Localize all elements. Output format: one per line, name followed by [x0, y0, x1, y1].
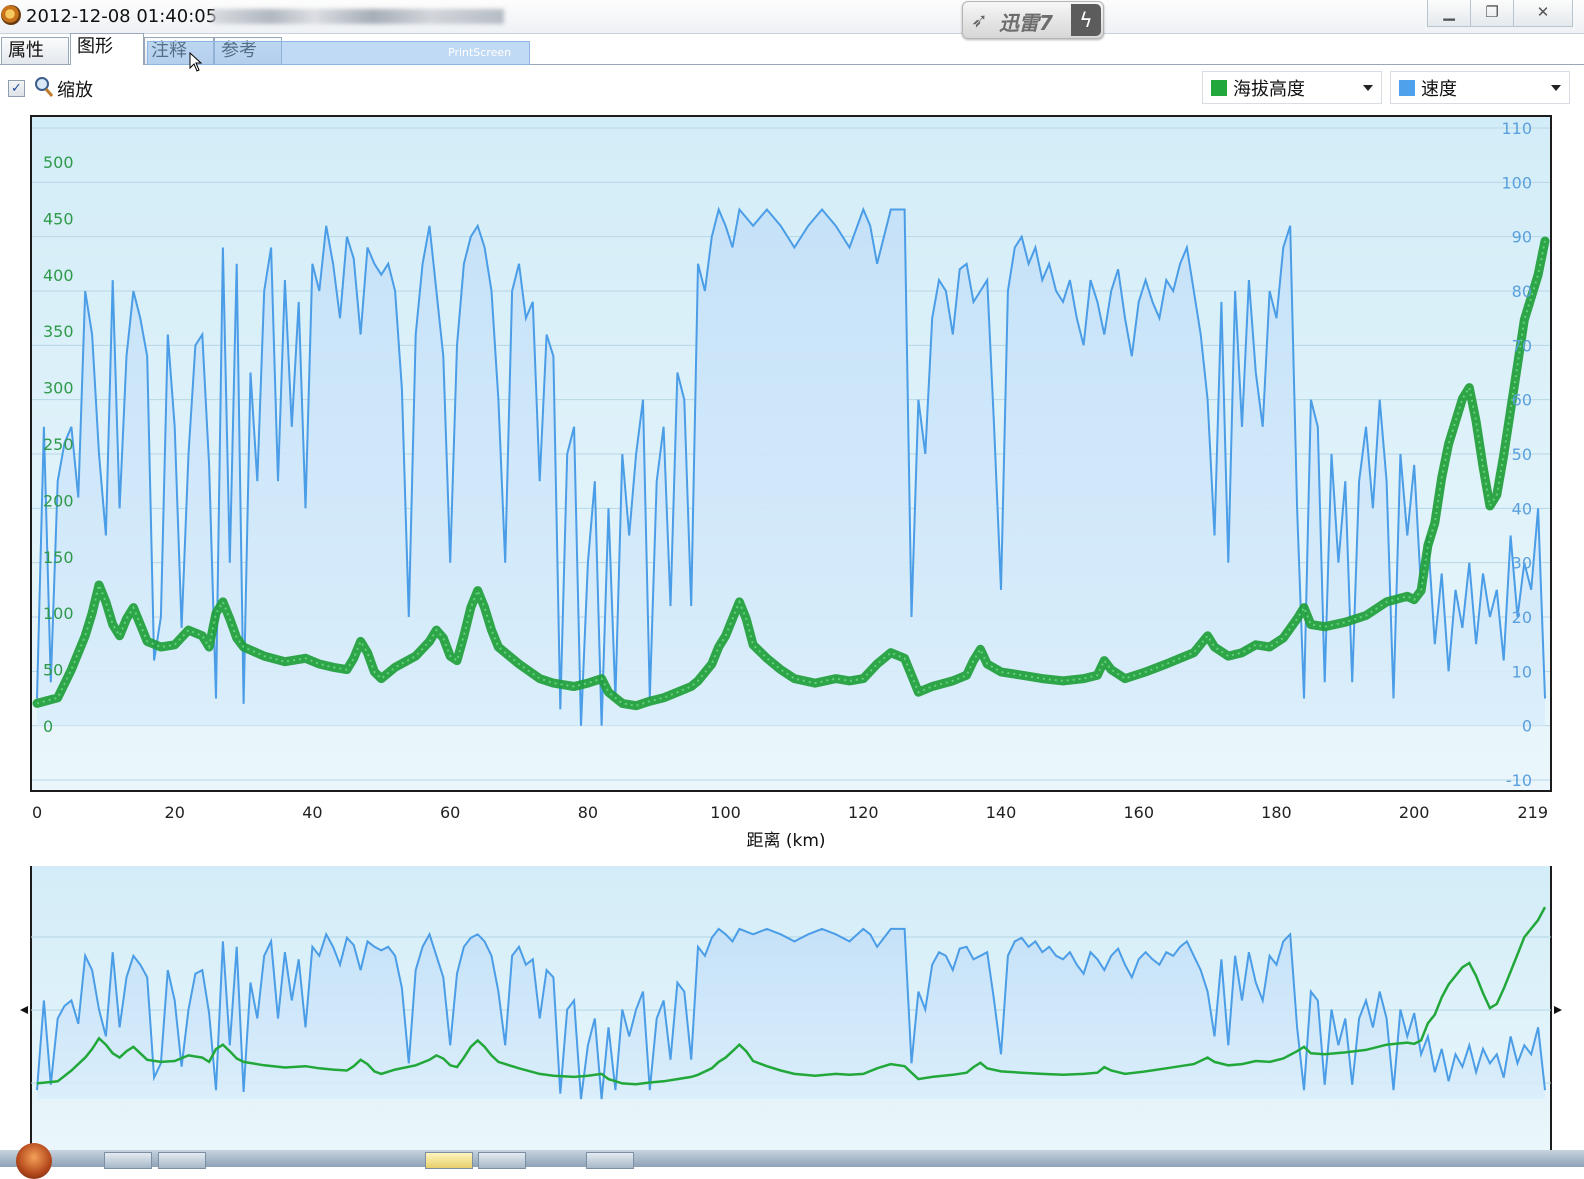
right-tick-label: 50	[1512, 445, 1532, 464]
overview-chart[interactable]	[0, 862, 1584, 1152]
x-tick-label: 60	[440, 803, 460, 822]
lightning-icon: ϟ	[1071, 4, 1101, 36]
close-icon: ✕	[1536, 3, 1550, 21]
x-tick-label: 0	[32, 803, 42, 822]
right-tick-label: 0	[1522, 717, 1532, 736]
app-icon	[1, 5, 21, 25]
x-axis-ticks: 0 20 40 60 80 100 120 140 160 180 200 219	[32, 803, 1548, 822]
right-tick-label: 10	[1512, 662, 1532, 681]
overview-speed-fill	[37, 928, 1545, 1100]
left-tick-label: 150	[43, 548, 74, 567]
x-tick-label: 80	[578, 803, 598, 822]
speed-area-fill	[37, 209, 1545, 726]
title-bar: 2012-12-08 01:40:05 ➶ 迅雷7 ϟ ▁ ❐ ✕	[0, 0, 1584, 39]
right-tick-label: 100	[1501, 173, 1532, 192]
restore-button[interactable]: ❐	[1470, 0, 1514, 27]
xunlei-floating-button[interactable]: ➶ 迅雷7 ϟ	[962, 1, 1104, 39]
minimize-button[interactable]: ▁	[1427, 0, 1471, 27]
taskbar-item[interactable]	[586, 1152, 634, 1169]
right-tick-label: 70	[1512, 336, 1532, 355]
right-tick-label: 90	[1512, 228, 1532, 247]
restore-icon: ❐	[1485, 3, 1499, 21]
left-axis-series-select[interactable]: 海拔高度	[1202, 71, 1382, 104]
left-tick-label: 100	[43, 604, 74, 623]
zoom-checkbox[interactable]: ✓	[8, 80, 25, 97]
x-tick-label: 219	[1517, 803, 1548, 822]
minimize-icon: ▁	[1443, 3, 1455, 21]
right-axis-series-select[interactable]: 速度	[1390, 71, 1570, 104]
left-tick-label: 0	[43, 717, 53, 736]
speed-series-line	[36, 206, 1546, 726]
left-tick-label: 500	[43, 153, 74, 172]
x-tick-label: 100	[710, 803, 741, 822]
taskbar-item[interactable]	[478, 1152, 526, 1169]
x-tick-label: 160	[1123, 803, 1154, 822]
mouse-cursor-icon	[189, 52, 203, 72]
close-button[interactable]: ✕	[1513, 0, 1573, 27]
left-tick-label: 300	[43, 379, 74, 398]
right-tick-label: 30	[1512, 554, 1532, 573]
right-tick-label: 40	[1512, 499, 1532, 518]
left-tick-label: 200	[43, 491, 74, 510]
overview-left-handle-icon[interactable]	[20, 1006, 28, 1014]
altitude-series-line	[32, 236, 1550, 711]
xunlei-bird-icon: ➶	[971, 8, 988, 32]
magnifier-icon	[35, 77, 54, 97]
taskbar	[0, 1150, 1584, 1167]
x-tick-label: 200	[1399, 803, 1430, 822]
x-tick-label: 180	[1261, 803, 1292, 822]
speed-color-swatch	[1399, 80, 1415, 96]
left-tick-label: 250	[43, 435, 74, 454]
x-tick-label: 40	[302, 803, 322, 822]
left-tick-label: 400	[43, 266, 74, 285]
chevron-down-icon	[1363, 85, 1373, 91]
printscreen-selection-overlay	[147, 41, 530, 65]
zoom-label: 缩放	[57, 80, 93, 101]
right-tick-label: 60	[1512, 391, 1532, 410]
right-axis-series-label: 速度	[1421, 79, 1457, 100]
x-axis-label: 距离 (km)	[746, 831, 825, 851]
taskbar-item[interactable]	[425, 1152, 473, 1169]
xunlei-label: 迅雷7	[999, 11, 1053, 35]
printscreen-label: PrintScreen	[448, 46, 512, 59]
chevron-down-icon	[1551, 85, 1561, 91]
taskbar-item[interactable]	[158, 1152, 206, 1169]
left-tick-label: 350	[43, 322, 74, 341]
left-tick-label: 50	[43, 661, 63, 680]
blurred-title-text	[212, 9, 504, 24]
x-tick-label: 20	[165, 803, 185, 822]
x-tick-label: 140	[986, 803, 1017, 822]
tab-graph[interactable]: 图形	[70, 33, 144, 65]
tab-properties[interactable]: 属性	[1, 37, 69, 64]
right-tick-label: 80	[1512, 282, 1532, 301]
right-tick-label: -10	[1506, 771, 1532, 790]
left-tick-label: 450	[43, 209, 74, 228]
x-tick-label: 120	[848, 803, 879, 822]
graph-toolbar: ✓ 缩放 海拔高度 速度	[0, 70, 1584, 106]
start-button[interactable]	[16, 1143, 52, 1179]
right-tick-label: 20	[1512, 608, 1532, 627]
altitude-color-swatch	[1211, 80, 1227, 96]
right-tick-label: 110	[1501, 119, 1532, 138]
window-title: 2012-12-08 01:40:05	[26, 6, 218, 27]
taskbar-item[interactable]	[104, 1152, 152, 1169]
left-axis-series-label: 海拔高度	[1233, 79, 1305, 100]
overview-right-handle-icon[interactable]	[1554, 1006, 1562, 1014]
overview-altitude-line	[36, 906, 1547, 1086]
overview-speed-line	[36, 927, 1546, 1100]
